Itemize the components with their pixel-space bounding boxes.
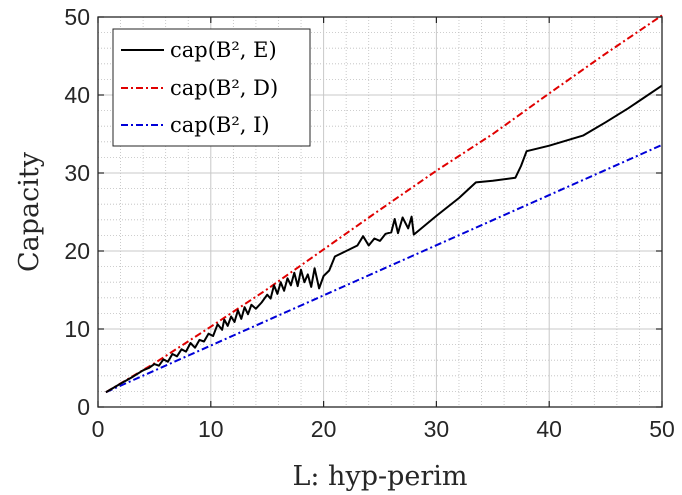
series-line-cap-d <box>105 14 663 394</box>
y-tick-label: 0 <box>77 394 90 420</box>
x-axis-title: L: hyp-perim <box>292 461 467 492</box>
x-tick-label: 0 <box>92 416 105 442</box>
legend-box <box>112 28 311 147</box>
series-line-cap-e <box>105 84 663 394</box>
minor-grid <box>98 17 662 407</box>
x-tick-label: 10 <box>198 416 224 442</box>
legend-label-e: cap(B², E) <box>170 38 277 62</box>
x-tick-label: 40 <box>536 416 562 442</box>
y-tick-label: 30 <box>64 160 90 186</box>
legend: cap(B², E) cap(B², D) cap(B², I) <box>112 28 311 147</box>
y-axis-title: Capacity <box>14 151 45 272</box>
plot-frame <box>97 16 663 408</box>
x-tick-label: 50 <box>649 416 675 442</box>
legend-label-d: cap(B², D) <box>170 76 278 100</box>
x-tick-label: 30 <box>424 416 450 442</box>
series-line-cap-i <box>105 143 663 394</box>
y-tick-label: 10 <box>64 316 90 342</box>
axis-ticks <box>97 16 663 408</box>
series-layer <box>105 14 663 394</box>
legend-label-i: cap(B², I) <box>170 113 270 137</box>
x-tick-label: 20 <box>311 416 337 442</box>
y-tick-label: 40 <box>64 82 90 108</box>
tick-labels: 0 10 20 30 40 50 0 10 20 30 40 50 <box>64 4 674 442</box>
y-tick-label: 50 <box>64 4 90 30</box>
y-tick-label: 20 <box>64 238 90 264</box>
